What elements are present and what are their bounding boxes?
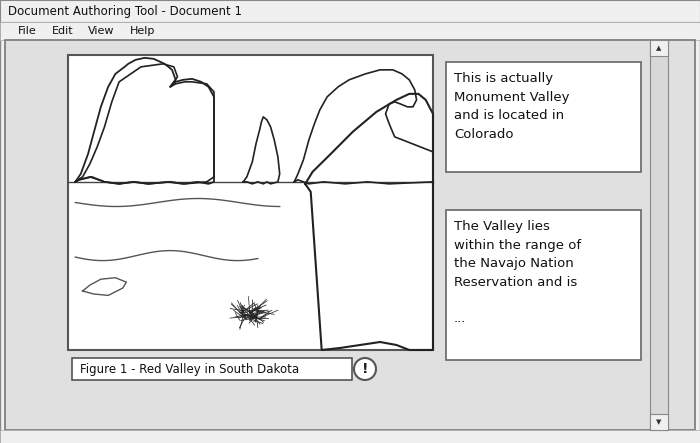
Text: Help: Help xyxy=(130,26,155,36)
Bar xyxy=(650,40,668,430)
Bar xyxy=(68,55,433,350)
Bar xyxy=(446,62,641,172)
Bar xyxy=(0,0,700,22)
Text: Figure 1 - Red Valley in South Dakota: Figure 1 - Red Valley in South Dakota xyxy=(80,362,299,376)
Text: Document Authoring Tool - Document 1: Document Authoring Tool - Document 1 xyxy=(8,4,242,18)
Text: ▲: ▲ xyxy=(657,45,661,51)
Bar xyxy=(5,40,695,430)
Text: The Valley lies
within the range of
the Navajo Nation
Reservation and is

...: The Valley lies within the range of the … xyxy=(454,220,581,326)
Bar xyxy=(72,358,352,380)
Circle shape xyxy=(354,358,376,380)
Bar xyxy=(446,210,641,360)
Text: This is actually
Monument Valley
and is located in
Colorado: This is actually Monument Valley and is … xyxy=(454,72,570,140)
Bar xyxy=(0,430,700,443)
Bar xyxy=(0,22,700,40)
Text: File: File xyxy=(18,26,36,36)
Text: !: ! xyxy=(362,362,368,376)
Text: ▼: ▼ xyxy=(657,419,661,425)
Bar xyxy=(650,40,668,56)
Text: View: View xyxy=(88,26,115,36)
Bar xyxy=(650,414,668,430)
Text: Edit: Edit xyxy=(52,26,74,36)
